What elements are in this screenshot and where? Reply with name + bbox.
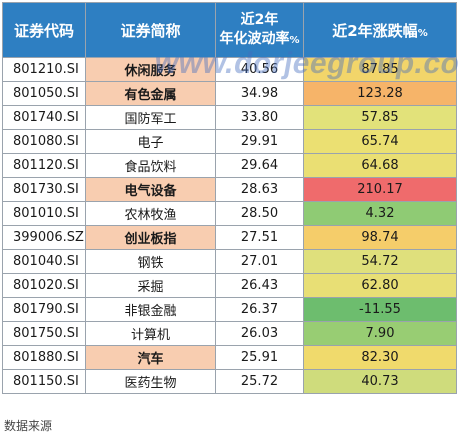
cell-volatility: 26.37 [215, 297, 304, 322]
cell-change: 210.17 [303, 177, 457, 202]
cell-change: 87.85 [303, 57, 457, 82]
cell-name: 医药生物 [85, 369, 216, 394]
cell-volatility: 26.03 [215, 321, 304, 346]
cell-volatility: 27.51 [215, 225, 304, 250]
table-row: 399006.SZ 创业板指 27.51 98.74 [2, 225, 457, 250]
cell-code: 801050.SI [2, 81, 86, 106]
table-row: 801150.SI 医药生物 25.72 40.73 [2, 369, 457, 394]
cell-name: 采掘 [85, 273, 216, 298]
cell-name: 电气设备 [85, 177, 216, 202]
cell-name: 计算机 [85, 321, 216, 346]
cell-volatility: 33.80 [215, 105, 304, 130]
header-change: 近2年涨跌幅% [303, 2, 457, 58]
cell-code: 801210.SI [2, 57, 86, 82]
cell-name: 汽车 [85, 345, 216, 370]
volatility-table: 证券代码 证券简称 近2年 年化波动率% 近2年涨跌幅% 801210.SI 休闲… [2, 2, 457, 394]
cell-code: 801020.SI [2, 273, 86, 298]
cell-code: 801790.SI [2, 297, 86, 322]
cell-change: 64.68 [303, 153, 457, 178]
cell-change: 57.85 [303, 105, 457, 130]
cell-code: 801040.SI [2, 249, 86, 274]
cell-change: 82.30 [303, 345, 457, 370]
cell-name: 农林牧渔 [85, 201, 216, 226]
header-name: 证券简称 [85, 2, 216, 58]
cell-volatility: 28.63 [215, 177, 304, 202]
cell-volatility: 26.43 [215, 273, 304, 298]
cell-change: 98.74 [303, 225, 457, 250]
cell-volatility: 28.50 [215, 201, 304, 226]
cell-change: 40.73 [303, 369, 457, 394]
header-volatility-line2: 年化波动率% [217, 30, 303, 50]
cell-code: 801010.SI [2, 201, 86, 226]
table-row: 801750.SI 计算机 26.03 7.90 [2, 321, 457, 346]
cell-code: 801880.SI [2, 345, 86, 370]
table-row: 801790.SI 非银金融 26.37 -11.55 [2, 297, 457, 322]
table-row: 801210.SI 休闲服务 40.56 87.85 [2, 57, 457, 82]
cell-change: 4.32 [303, 201, 457, 226]
table-row: 801880.SI 汽车 25.91 82.30 [2, 345, 457, 370]
header-volatility: 近2年 年化波动率% [215, 2, 304, 58]
cell-change: -11.55 [303, 297, 457, 322]
cell-change: 54.72 [303, 249, 457, 274]
cell-volatility: 40.56 [215, 57, 304, 82]
cell-volatility: 25.72 [215, 369, 304, 394]
footer-note: 数据来源 [4, 419, 53, 433]
cell-volatility: 27.01 [215, 249, 304, 274]
cell-name: 国防军工 [85, 105, 216, 130]
table-row: 801120.SI 食品饮料 29.64 64.68 [2, 153, 457, 178]
header-change-label: 近2年涨跌幅 [332, 21, 418, 40]
table-row: 801080.SI 电子 29.91 65.74 [2, 129, 457, 154]
header-row: 证券代码 证券简称 近2年 年化波动率% 近2年涨跌幅% [2, 2, 457, 58]
table-row: 801050.SI 有色金属 34.98 123.28 [2, 81, 457, 106]
table-row: 801020.SI 采掘 26.43 62.80 [2, 273, 457, 298]
cell-volatility: 25.91 [215, 345, 304, 370]
cell-code: 801080.SI [2, 129, 86, 154]
cell-change: 65.74 [303, 129, 457, 154]
header-change-unit: % [417, 27, 428, 39]
cell-name: 创业板指 [85, 225, 216, 250]
header-volatility-unit: % [289, 34, 300, 46]
table-body: 801210.SI 休闲服务 40.56 87.85 801050.SI 有色金属 34.9… [2, 57, 457, 394]
cell-volatility: 34.98 [215, 81, 304, 106]
table-row: 801740.SI 国防军工 33.80 57.85 [2, 105, 457, 130]
cell-name: 非银金融 [85, 297, 216, 322]
cell-change: 7.90 [303, 321, 457, 346]
cell-volatility: 29.91 [215, 129, 304, 154]
header-volatility-line1: 近2年 [240, 11, 279, 28]
header-volatility-label: 年化波动率 [219, 30, 290, 47]
cell-code: 801150.SI [2, 369, 86, 394]
cell-code: 801740.SI [2, 105, 86, 130]
cell-name: 休闲服务 [85, 57, 216, 82]
cell-code: 801120.SI [2, 153, 86, 178]
cell-change: 62.80 [303, 273, 457, 298]
cell-name: 有色金属 [85, 81, 216, 106]
cell-volatility: 29.64 [215, 153, 304, 178]
table-row: 801730.SI 电气设备 28.63 210.17 [2, 177, 457, 202]
cell-code: 399006.SZ [2, 225, 86, 250]
cell-name: 电子 [85, 129, 216, 154]
cell-code: 801730.SI [2, 177, 86, 202]
cell-change: 123.28 [303, 81, 457, 106]
table-row: 801040.SI 钢铁 27.01 54.72 [2, 249, 457, 274]
cell-code: 801750.SI [2, 321, 86, 346]
cell-name: 食品饮料 [85, 153, 216, 178]
header-code: 证券代码 [2, 2, 86, 58]
cell-name: 钢铁 [85, 249, 216, 274]
table-row: 801010.SI 农林牧渔 28.50 4.32 [2, 201, 457, 226]
